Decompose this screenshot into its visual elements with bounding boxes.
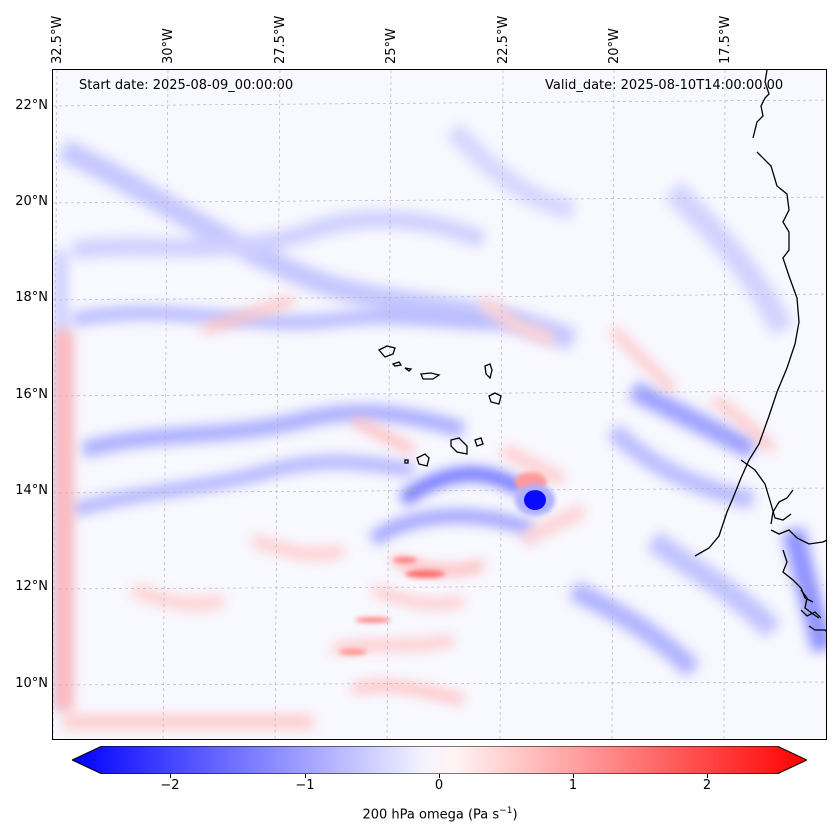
lat-label-18n: 18°N (15, 290, 48, 305)
lat-label-20n: 20°N (15, 194, 48, 209)
lat-label-14n: 14°N (15, 483, 48, 498)
cb-tickmark (573, 774, 574, 778)
lon-label-17-5w: 17.5°W (718, 15, 733, 64)
omega-core (515, 484, 555, 516)
omega-field-map (53, 70, 826, 739)
lon-label-27-5w: 27.5°W (273, 15, 288, 64)
cb-tickmark (170, 774, 171, 778)
lon-label-22-5w: 22.5°W (496, 15, 511, 64)
coastline (694, 70, 826, 632)
cb-tickmark (439, 774, 440, 778)
cb-tick-label: 1 (568, 778, 578, 793)
cb-tickmark (305, 774, 306, 778)
valid-date-text: Valid_date: 2025-08-10T14:00:00.00 (545, 78, 784, 93)
cb-tick-label: −1 (295, 778, 315, 793)
field-background (53, 70, 826, 739)
colorbar-label: 200 hPa omega (Pa s−1) (362, 806, 518, 823)
cb-tick-label: −2 (160, 778, 180, 793)
lon-label-32-5w: 32.5°W (50, 15, 65, 64)
cb-tickmark (707, 774, 708, 778)
cb-tick-label: 0 (434, 778, 444, 793)
lat-label-10n: 10°N (15, 676, 48, 691)
lat-label-16n: 16°N (15, 387, 48, 402)
lon-label-25w: 25°W (384, 28, 399, 64)
cb-tick-label: 2 (702, 778, 712, 793)
lat-label-22n: 22°N (15, 98, 48, 113)
positive-omega-bands (55, 294, 777, 729)
island-outlines (377, 345, 502, 467)
lon-label-20w: 20°W (607, 28, 622, 64)
colorbar (70, 745, 809, 775)
graticule (53, 70, 826, 739)
colorbar-graphic (70, 745, 809, 775)
start-date-text: Start date: 2025-08-09_00:00:00 (79, 78, 294, 93)
lon-label-30w: 30°W (161, 28, 176, 64)
map-panel (52, 69, 827, 740)
lat-label-12n: 12°N (15, 579, 48, 594)
